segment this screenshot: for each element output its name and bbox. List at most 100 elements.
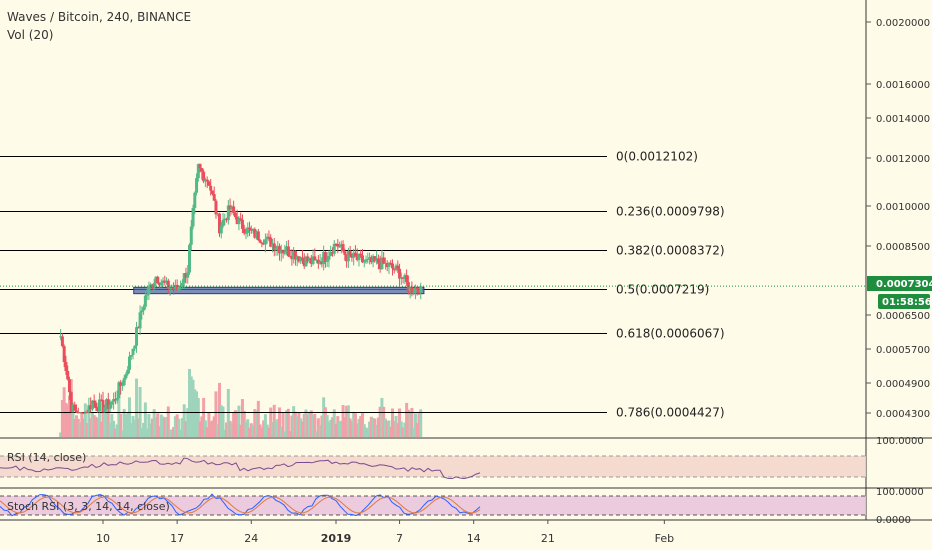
candle-body <box>210 190 214 195</box>
candle-body <box>135 327 139 346</box>
volume-bar <box>417 413 421 437</box>
volume-bar <box>309 410 313 437</box>
candle-body <box>131 348 135 356</box>
candle-body <box>122 378 126 386</box>
support-zone-box[interactable] <box>133 286 425 295</box>
current-price-value: 0.0007304 <box>876 279 932 290</box>
volume-bar <box>232 412 236 437</box>
volume-bar <box>396 423 400 437</box>
candle-body <box>184 273 188 278</box>
candle-body <box>76 412 80 414</box>
candle-body <box>267 236 271 238</box>
volume-bar <box>78 422 82 437</box>
volume-bar <box>371 417 375 437</box>
volume-bar <box>306 414 310 437</box>
candle-body <box>330 252 334 254</box>
candle-body <box>233 212 237 218</box>
candle-body <box>265 236 269 240</box>
volume-bar <box>237 405 241 437</box>
price-tick-label: 0.0005700 <box>876 345 930 356</box>
volume-label: Vol (20) <box>7 28 53 42</box>
volume-bar <box>210 420 214 437</box>
candle-body <box>295 256 299 260</box>
volume-bar <box>193 389 197 437</box>
rsi-label: RSI (14, close) <box>7 451 86 464</box>
volume-bar <box>195 391 199 437</box>
candle-body <box>127 356 131 370</box>
candle-body <box>385 262 389 268</box>
volume-bar <box>71 406 75 437</box>
volume-bar <box>66 404 70 437</box>
stoch-axis-top: 100.0000 <box>876 487 924 498</box>
fib-level-label: 0.5(0.0007219) <box>616 283 709 297</box>
candle-body <box>392 268 396 271</box>
time-axis: 10 17 24 2019 7 14 21 Feb <box>96 520 674 545</box>
volume-bar <box>315 431 319 437</box>
candle-body <box>255 231 259 238</box>
volume-bar <box>244 421 248 437</box>
volume-bar <box>285 410 289 437</box>
candle-body <box>258 240 262 243</box>
candle-body <box>272 243 276 251</box>
volume-bar <box>75 415 79 437</box>
volume-bar <box>281 413 285 437</box>
candle-body <box>218 213 222 234</box>
stoch-band <box>0 496 866 515</box>
candle-body <box>165 280 169 283</box>
candle-body <box>382 257 386 264</box>
candle-body <box>346 251 350 262</box>
volume-bar <box>313 413 317 437</box>
candle-body <box>101 400 105 413</box>
candle-body <box>105 399 109 408</box>
volume-bar <box>150 418 154 437</box>
candle-body <box>248 227 252 229</box>
candle-body <box>124 374 128 379</box>
price-tick-label: 0.0012000 <box>876 154 930 165</box>
volume-bar <box>108 422 112 437</box>
price-tick-label: 0.0016000 <box>876 80 930 91</box>
candle-body <box>202 171 206 182</box>
candle-body <box>66 370 70 380</box>
volume-bar <box>274 420 278 437</box>
stoch-axis-bottom: 0.0000 <box>876 515 911 526</box>
volume-bar <box>170 429 174 437</box>
volume-bar <box>415 423 419 437</box>
candle-body <box>401 277 405 279</box>
volume-bar <box>119 413 123 437</box>
volume-bar <box>143 402 147 437</box>
volume-bar <box>318 425 322 437</box>
candle-body <box>417 289 421 293</box>
volume-bar <box>408 412 412 437</box>
candle-body <box>166 280 170 289</box>
candle-body <box>142 306 146 311</box>
volume-bar <box>138 386 142 437</box>
volume-bar <box>357 418 361 437</box>
candle-body <box>352 252 356 258</box>
volume-bar <box>376 417 380 437</box>
candle-body <box>306 256 310 262</box>
volume-bar <box>364 427 368 437</box>
fib-level-label: 0(0.0012102) <box>616 150 698 164</box>
candle-body <box>244 232 248 234</box>
volume-bar <box>304 409 308 437</box>
candle-body <box>375 258 379 261</box>
candle-body <box>149 284 153 287</box>
candle-body <box>189 226 193 245</box>
volume-bar <box>278 407 282 437</box>
price-tick-label: 0.0006500 <box>876 311 930 322</box>
volume-bar <box>131 416 135 437</box>
candle-body <box>108 404 112 409</box>
volume-bar <box>378 406 382 437</box>
candle-body <box>90 400 94 410</box>
volume-bar <box>242 410 246 437</box>
candle-body <box>398 268 402 279</box>
candle-body <box>239 218 243 220</box>
candle-body <box>232 206 236 213</box>
volume-bar <box>218 382 222 437</box>
volume-bar <box>406 409 410 437</box>
volume-bar <box>80 412 84 437</box>
candle-body <box>260 242 264 244</box>
volume-bar <box>262 420 266 437</box>
candle-body <box>364 259 368 262</box>
